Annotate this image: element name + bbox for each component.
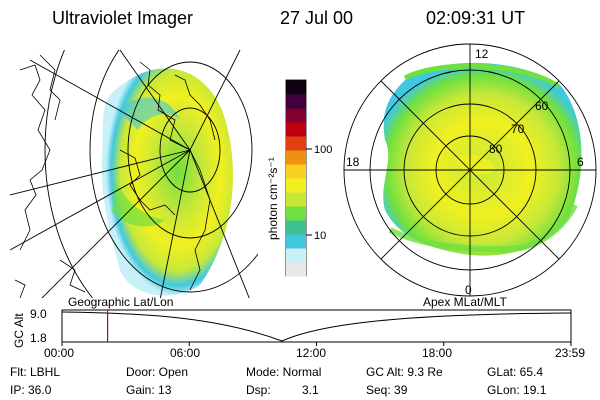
geographic-grid xyxy=(10,50,258,298)
timeline-tick-marks xyxy=(61,342,572,346)
status-door: Door: Open xyxy=(126,365,189,379)
colorbar-tick-10: 10 xyxy=(314,230,326,242)
observation-time: 02:09:31 UT xyxy=(426,8,526,28)
colorbar: 100 10 photon cm⁻²s⁻¹ xyxy=(266,79,332,277)
timeline-xtick-4: 23:59 xyxy=(555,346,585,360)
observation-date: 27 Jul 00 xyxy=(280,8,354,28)
timeline-ylabel: GC Alt xyxy=(12,313,26,348)
lat-label-60: 60 xyxy=(535,99,549,113)
geographic-map xyxy=(10,50,258,298)
colorbar-cell xyxy=(286,178,306,193)
status-gc-alt: GC Alt: 9.3 Re xyxy=(366,365,443,379)
timeline-xtick-3: 18:00 xyxy=(422,346,452,360)
colorbar-cell xyxy=(286,220,306,235)
colorbar-cell xyxy=(286,262,306,277)
colorbar-cell xyxy=(286,206,306,221)
status-glon: GLon: 19.1 xyxy=(487,383,547,397)
status-ip: IP: 36.0 xyxy=(10,383,52,397)
status-dsp-label: Dsp: xyxy=(246,383,271,397)
mlt-label-0: 0 xyxy=(465,283,472,297)
colorbar-cell xyxy=(286,192,306,207)
timeline-xtick-1: 06:00 xyxy=(170,346,200,360)
colorbar-cells xyxy=(286,80,306,277)
status-gain: Gain: 13 xyxy=(126,383,172,397)
colorbar-cell xyxy=(286,80,306,95)
timeline-ymin: 1.8 xyxy=(30,331,47,345)
mlt-label-18: 18 xyxy=(346,155,360,169)
colorbar-unit-label: photon cm⁻²s⁻¹ xyxy=(266,157,280,240)
colorbar-cell xyxy=(286,150,306,165)
colorbar-cell xyxy=(286,108,306,123)
polar-grid xyxy=(343,43,597,297)
colorbar-cell xyxy=(286,164,306,179)
colorbar-tick-100: 100 xyxy=(314,144,332,156)
status-seq: Seq: 39 xyxy=(366,383,408,397)
status-mode: Mode: Normal xyxy=(246,365,322,379)
mlt-label-12: 12 xyxy=(475,47,489,61)
altitude-timeline: Geographic Lat/Lon Apex MLat/MLT GC Alt … xyxy=(12,295,585,360)
lat-label-80: 80 xyxy=(489,142,503,156)
timeline-map-label-left: Geographic Lat/Lon xyxy=(68,295,173,309)
status-glat: GLat: 65.4 xyxy=(487,365,544,379)
status-filter: Flt: LBHL xyxy=(10,365,61,379)
instrument-title: Ultraviolet Imager xyxy=(52,8,194,28)
colorbar-cell xyxy=(286,248,306,263)
colorbar-cell xyxy=(286,234,306,249)
timeline-map-label-right: Apex MLat/MLT xyxy=(423,295,507,309)
timeline-xtick-2: 12:00 xyxy=(296,346,326,360)
colorbar-cell xyxy=(286,94,306,109)
timeline-xtick-0: 00:00 xyxy=(44,346,74,360)
colorbar-cell xyxy=(286,122,306,137)
status-dsp-value: 3.1 xyxy=(302,383,319,397)
polar-map: 12 18 6 0 60 70 80 xyxy=(343,43,597,297)
coastlines xyxy=(14,54,216,298)
lat-label-70: 70 xyxy=(511,122,525,136)
mlt-label-6: 6 xyxy=(577,155,584,169)
timeline-ymax: 9.0 xyxy=(30,307,47,321)
gc-alt-curve xyxy=(61,311,572,342)
colorbar-cell xyxy=(286,136,306,151)
